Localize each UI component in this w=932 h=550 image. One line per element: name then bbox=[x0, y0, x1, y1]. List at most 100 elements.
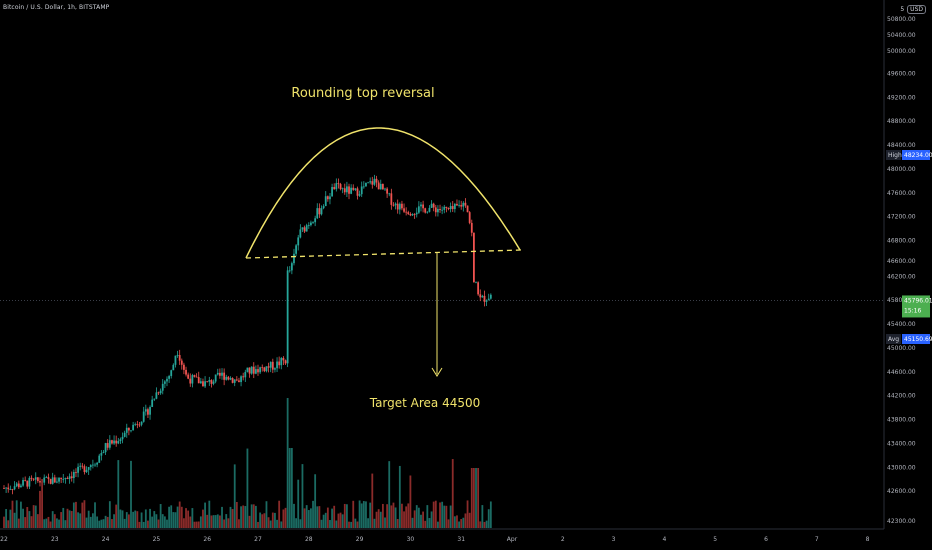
candle-body bbox=[284, 360, 287, 364]
candle-body bbox=[180, 360, 183, 365]
volume-bar bbox=[417, 507, 420, 528]
volume-bar bbox=[174, 512, 177, 528]
symbol-title[interactable]: Bitcoin / U.S. Dollar, 1h, BITSTAMP bbox=[3, 4, 110, 11]
volume-bar bbox=[149, 508, 151, 528]
x-tick-label: 23 bbox=[51, 536, 59, 543]
scale-controls[interactable]: 5 USD bbox=[900, 5, 926, 14]
volume-bar bbox=[246, 448, 249, 528]
candle-body bbox=[174, 355, 177, 365]
candle-body bbox=[9, 489, 12, 490]
candle-body bbox=[352, 187, 355, 190]
volume-bar bbox=[204, 502, 206, 528]
candle-body bbox=[108, 440, 111, 448]
volume-bar bbox=[189, 516, 192, 528]
candle-body bbox=[34, 477, 37, 480]
x-tick-label: Apr bbox=[507, 536, 518, 543]
candle-body bbox=[360, 186, 363, 195]
volume-bar bbox=[354, 518, 357, 528]
volume-bar bbox=[390, 505, 393, 528]
y-tick-label: 42600.00 bbox=[887, 488, 916, 495]
volume-bar bbox=[422, 511, 424, 528]
y-tick-label: 46600.00 bbox=[887, 258, 916, 265]
candle-body bbox=[115, 440, 118, 444]
candle-body bbox=[85, 469, 88, 473]
candle-body bbox=[282, 357, 285, 361]
volume-bar bbox=[199, 516, 202, 528]
currency-button[interactable]: USD bbox=[907, 5, 926, 14]
volume-bar bbox=[47, 516, 50, 528]
volume-bar bbox=[362, 501, 365, 528]
candle-body bbox=[191, 375, 194, 384]
volume-bar bbox=[183, 518, 185, 528]
candle-body bbox=[138, 424, 141, 426]
volume-bar bbox=[132, 511, 135, 528]
volume-bar bbox=[303, 508, 306, 528]
candle-body bbox=[163, 381, 166, 384]
volume-bar bbox=[415, 505, 418, 528]
volume-bar bbox=[403, 511, 405, 528]
candle-body bbox=[274, 368, 276, 370]
candle-body bbox=[346, 186, 348, 193]
volume-bar bbox=[322, 514, 325, 528]
volume-bar bbox=[451, 459, 454, 528]
candle-body bbox=[437, 208, 439, 213]
volume-bar bbox=[240, 506, 242, 528]
volume-bar bbox=[161, 514, 164, 528]
volume-bar bbox=[85, 517, 88, 528]
volume-bar bbox=[216, 514, 219, 528]
volume-bar bbox=[32, 505, 35, 528]
candle-body bbox=[43, 477, 46, 483]
candle-body bbox=[301, 227, 304, 230]
candle-body bbox=[379, 183, 382, 190]
volume-bar bbox=[17, 518, 20, 528]
candle-body bbox=[297, 237, 300, 246]
price-marker-badge[interactable] bbox=[902, 150, 930, 160]
candle-body bbox=[466, 205, 469, 213]
volume-bar bbox=[166, 519, 168, 528]
volume-bar bbox=[250, 504, 253, 528]
volume-bar bbox=[159, 504, 162, 528]
candle-body bbox=[290, 263, 293, 271]
candle-body bbox=[464, 202, 467, 206]
candle-body bbox=[487, 298, 490, 301]
current-price-badge[interactable] bbox=[902, 295, 930, 318]
candle-body bbox=[121, 436, 124, 440]
volume-bar bbox=[430, 511, 433, 528]
volume-bar bbox=[259, 512, 262, 528]
candle-body bbox=[341, 188, 344, 190]
volume-bar bbox=[447, 519, 450, 528]
volume-bar bbox=[81, 502, 84, 528]
volume-bar bbox=[219, 515, 221, 528]
volume-bar bbox=[326, 507, 329, 528]
candle-body bbox=[225, 376, 228, 380]
candle-body bbox=[77, 466, 79, 473]
candle-body bbox=[367, 182, 369, 184]
volume-bar bbox=[407, 503, 410, 528]
volume-bar bbox=[293, 503, 295, 528]
candle-body bbox=[458, 204, 460, 206]
volume-bar bbox=[288, 448, 291, 528]
volume-bar bbox=[41, 479, 43, 528]
scale-prefix[interactable]: 5 bbox=[900, 6, 905, 13]
candle-body bbox=[407, 212, 410, 215]
volume-bar bbox=[60, 512, 63, 528]
volume-bar bbox=[445, 505, 448, 528]
candle-body bbox=[481, 295, 484, 298]
price-marker-badge[interactable] bbox=[902, 334, 930, 344]
x-tick-label: 31 bbox=[457, 536, 465, 543]
candle-body bbox=[187, 374, 190, 379]
volume-bar bbox=[257, 521, 259, 528]
candle-body bbox=[439, 208, 441, 210]
volume-bar bbox=[64, 520, 67, 528]
volume-bar bbox=[187, 510, 190, 528]
volume-bar bbox=[77, 512, 79, 528]
volume-bar bbox=[282, 509, 285, 528]
candle-body bbox=[305, 225, 308, 232]
volume-bar bbox=[371, 473, 374, 528]
candle-body bbox=[170, 370, 173, 377]
candle-body bbox=[11, 489, 14, 490]
candle-body bbox=[32, 478, 35, 480]
volume-bar bbox=[136, 511, 139, 528]
candle-body bbox=[39, 481, 41, 483]
